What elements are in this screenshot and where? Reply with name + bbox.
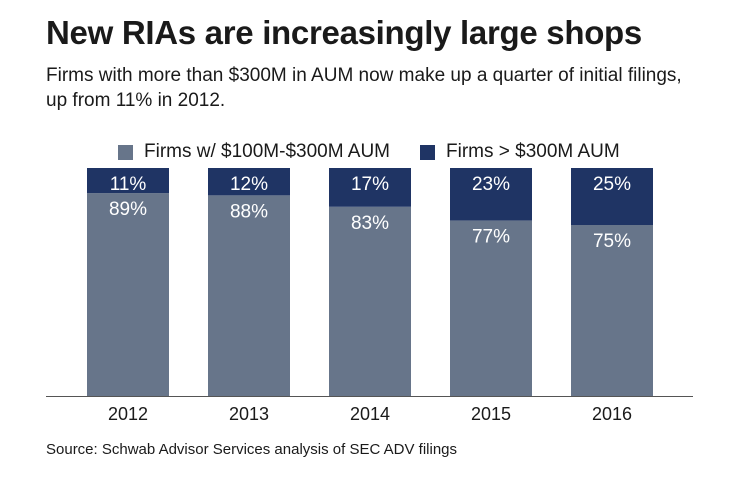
data-label-large-firms-2012: 11% [110,174,147,195]
bar-large-firms-2016 [571,168,653,225]
x-tick-label-2012: 2012 [108,404,148,424]
legend-label-small-firms: Firms w/ $100M-$300M AUM [144,141,391,162]
data-label-large-firms-2014: 17% [351,174,389,195]
x-tick-label-2013: 2013 [229,404,269,424]
legend-item-small-firms: Firms w/ $100M-$300M AUM [118,141,390,163]
bar-small-firms-2014 [329,206,411,396]
x-tick-label-2016: 2016 [592,404,632,424]
x-tick-label-2014: 2014 [350,404,390,424]
bar-large-firms-2014 [329,168,411,207]
bar-large-firms-2013 [208,168,290,196]
data-label-small-firms-2015: 77% [472,226,510,247]
legend-label-large-firms: Firms > $300M AUM [446,141,620,162]
bar-large-firms-2012 [87,168,169,194]
data-label-small-firms-2013: 88% [230,201,268,222]
source-note: Source: Schwab Advisor Services analysis… [46,441,458,458]
data-label-large-firms-2016: 25% [593,174,631,195]
legend: Firms w/ $100M-$300M AUM Firms > $300M A… [118,141,650,163]
legend-swatch-small-firms [118,144,133,160]
data-label-small-firms-2012: 89% [109,199,147,220]
bar-small-firms-2015 [450,220,532,396]
legend-swatch-large-firms [420,144,436,160]
bar-small-firms-2013 [208,195,290,396]
bar-small-firms-2012 [87,193,169,396]
chart-subtitle: Firms with more than $300M in AUM now ma… [46,65,682,111]
data-label-small-firms-2014: 83% [351,213,389,234]
data-label-large-firms-2015: 23% [472,174,510,195]
chart-title: New RIAs are increasingly large shops [46,14,642,51]
bar-large-firms-2015 [450,168,532,221]
bar-small-firms-2016 [571,225,653,396]
data-label-large-firms-2013: 12% [230,174,268,195]
legend-item-large-firms: Firms > $300M AUM [420,141,620,163]
data-label-small-firms-2016: 75% [593,231,631,252]
x-tick-label-2015: 2015 [471,404,511,424]
